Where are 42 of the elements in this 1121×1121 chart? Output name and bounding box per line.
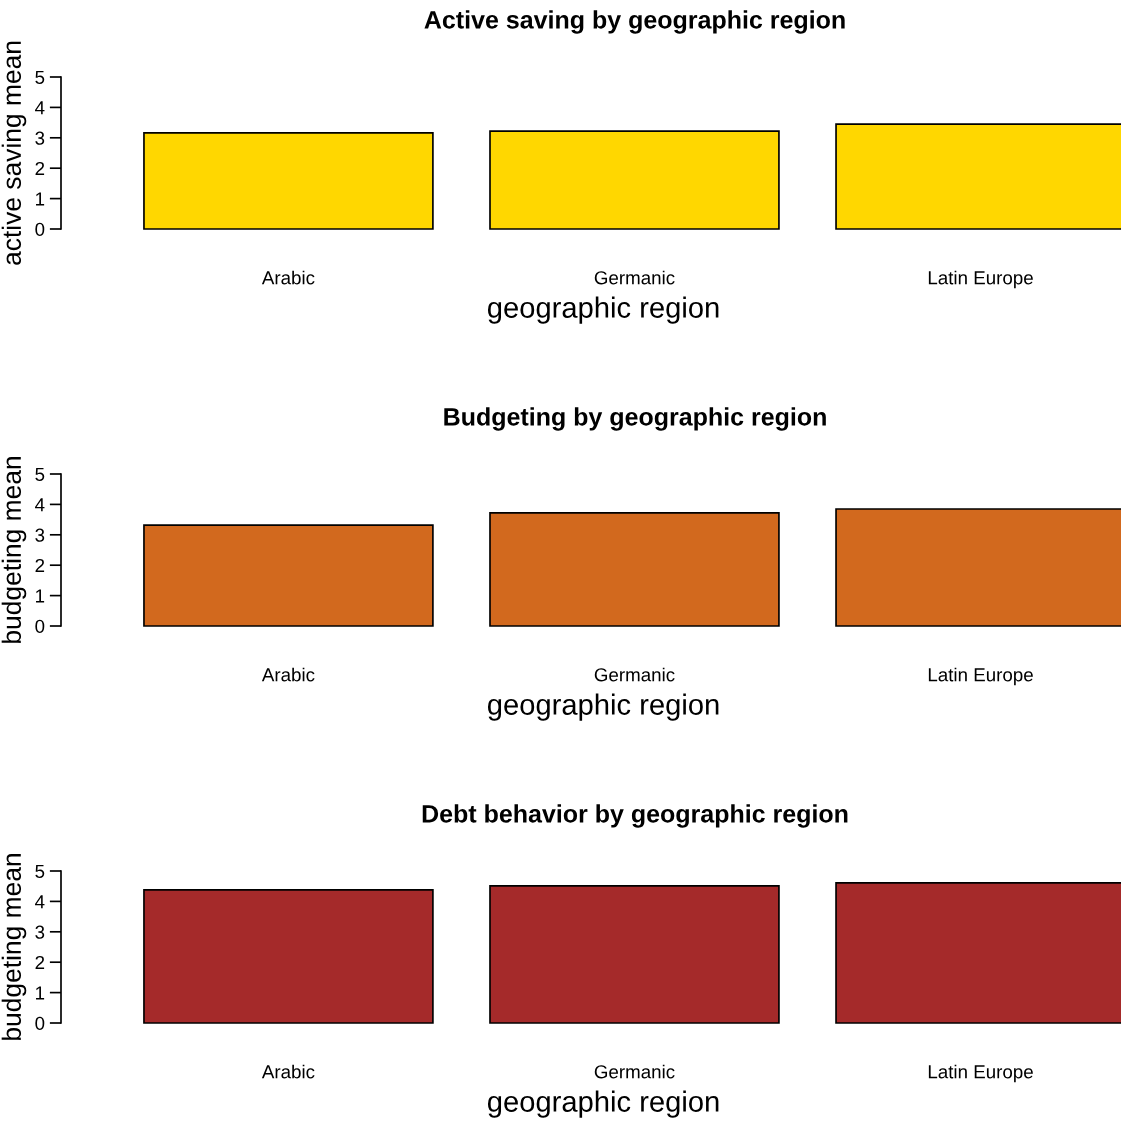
y-axis-title: budgeting mean [1,854,27,1040]
x-tick-label: Latin Europe [928,1064,1033,1083]
y-tick-label: 1 [36,589,45,603]
y-tick-label: 5 [35,70,45,84]
y-tick-label: 0 [35,222,45,236]
x-tick-label: Arabic [261,270,315,285]
x-tick-label: Arabic [261,1064,315,1079]
bar [143,889,434,1024]
y-tick-label: 4 [35,895,45,909]
y-tick-label: 2 [35,161,45,175]
x-tick-label: Germanic [594,270,675,285]
chart-title: Budgeting by geographic region [444,407,826,431]
chart-title: Active saving by geographic region [424,10,845,34]
bar [489,885,780,1024]
bar [489,130,780,230]
y-tick-label: 5 [35,467,45,481]
x-tick-label: Latin Europe [928,270,1033,289]
y-tick-label: 2 [35,955,45,969]
y-tick-label: 5 [35,864,45,878]
x-axis-title: geographic region [487,1090,719,1118]
y-tick-label: 1 [36,192,45,206]
y-tick-label: 3 [35,528,45,542]
y-tick-label: 4 [35,498,45,512]
x-axis-title: geographic region [487,296,719,324]
y-tick-label: 1 [36,986,45,1000]
y-axis-title: active saving mean [1,41,27,265]
x-axis-title: geographic region [487,693,719,721]
y-axis-title: budgeting mean [1,457,27,643]
bar [143,132,434,230]
bar [143,524,434,627]
x-tick-label: Arabic [261,667,315,682]
x-tick-label: Germanic [594,1064,675,1079]
y-tick-label: 2 [35,558,45,572]
chart-title: Debt behavior by geographic region [422,804,848,828]
y-tick-label: 0 [35,1016,45,1030]
y-tick-label: 0 [35,619,45,633]
y-tick-label: 3 [35,131,45,145]
bar [489,512,780,627]
x-tick-label: Latin Europe [928,667,1033,686]
y-tick-label: 4 [35,101,45,115]
x-tick-label: Germanic [594,667,675,682]
y-tick-label: 3 [35,925,45,939]
